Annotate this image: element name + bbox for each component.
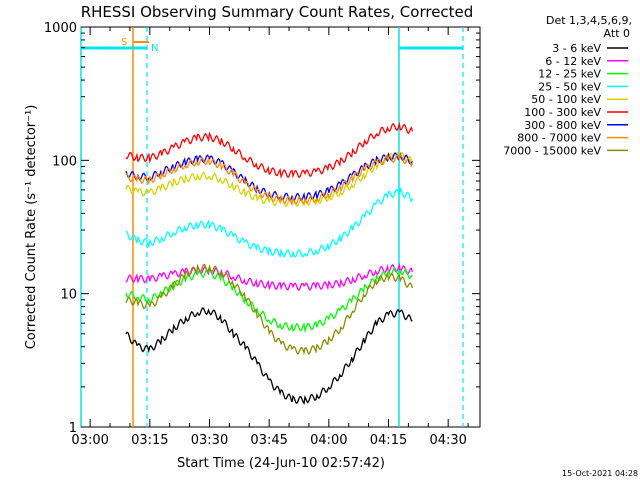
y-axis-label: Corrected Count Rate (s⁻¹ detector⁻¹) [24,105,39,350]
legend-entry-label: 100 - 300 keV [524,106,601,119]
footer-date: 15-Oct-2021 04:28 [562,469,638,478]
y-tick-label: 100 [52,154,77,169]
legend-entry-label: 25 - 50 keV [538,80,601,93]
legend-entry-label: 7000 - 15000 keV [503,144,601,157]
series-line [125,186,414,259]
series-line [125,263,414,355]
series-line [125,121,414,179]
series-line [125,154,414,206]
series-line [125,266,413,333]
y-tick-label: 1 [69,421,77,436]
saa-marker-label: S [121,37,127,48]
legend-entry-label: 12 - 25 keV [538,68,601,81]
series-layer [125,121,414,406]
chart-title: RHESSI Observing Summary Count Rates, Co… [81,3,474,21]
x-tick-label: 03:30 [191,433,228,448]
y-tick-label: 10 [60,288,77,303]
legend-header-line-2: Att 0 [604,27,630,40]
legend-entry-label: 800 - 7000 keV [517,132,601,145]
legend-entry-label: 300 - 800 keV [524,119,601,132]
x-tick-label: 04:00 [310,433,347,448]
legend-entry-label: 6 - 12 keV [545,55,601,68]
x-tick-label: 04:30 [429,433,466,448]
x-tick-label: 04:15 [370,433,407,448]
legend-entry-label: 3 - 6 keV [552,42,601,55]
plot-area: S N 03:00 03:15 03:30 03:45 04:00 04:15 04:30 1… [44,21,481,448]
x-tick-label: 03:15 [131,433,168,448]
x-tick-label: 03:45 [250,433,287,448]
series-line [125,307,413,406]
y-tick-label: 1000 [44,21,77,36]
legend-header-line-1: Det 1,3,4,5,6,9, [546,14,632,27]
marker-lines: S N [80,27,464,427]
axes-layer: 03:00 03:15 03:30 03:45 04:00 04:15 04:30 1 10 10… [44,21,480,448]
series-line [125,150,413,208]
plot-frame [80,26,481,428]
x-tick-label: 03:00 [71,433,108,448]
series-line [125,263,414,292]
legend-entry-label: 50 - 100 keV [531,93,601,106]
x-axis-label: Start Time (24-Jun-10 02:57:42) [177,456,385,471]
night-marker-label: N [151,43,158,54]
